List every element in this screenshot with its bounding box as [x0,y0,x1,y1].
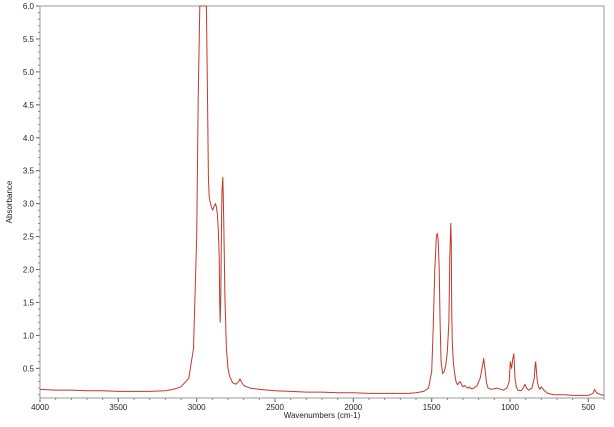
y-tick-label: 4.0 [23,134,35,143]
y-tick-label: 4.5 [23,101,35,110]
x-tick-label: 3500 [109,403,127,412]
y-tick-label: 5.5 [23,35,35,44]
spectrum-line [39,5,605,396]
y-tick-label: 3.5 [23,167,35,176]
x-axis-title: Wavenumbers (cm-1) [284,411,361,420]
x-tick-label: 2500 [266,403,284,412]
x-tick-label: 3000 [188,403,206,412]
y-tick-label: 1.0 [23,331,35,340]
y-tick-label: 3.0 [23,200,35,209]
x-tick-label: 500 [582,403,596,412]
y-tick-label: 5.0 [23,68,35,77]
x-axis-ticks: 4000 3500 3000 2500 2000 1500 1000 500 [31,398,605,412]
plot-frame [39,5,605,399]
x-tick-label: 1500 [423,403,441,412]
x-tick-label: 2000 [344,403,362,412]
y-tick-label: 2.5 [23,233,35,242]
y-axis-title: Absorbance [5,180,14,223]
y-tick-label: 1.5 [23,298,35,307]
y-tick-label: 2.0 [23,266,35,275]
x-tick-label: 1000 [501,403,519,412]
y-tick-label: 6.0 [23,2,35,11]
x-tick-label: 4000 [31,403,49,412]
y-axis-ticks: 0.5 1.0 1.5 2.0 2.5 3.0 3.5 4.0 4.5 5.0 5.5 6.0 [23,2,40,396]
y-tick-label: 0.5 [23,364,35,373]
